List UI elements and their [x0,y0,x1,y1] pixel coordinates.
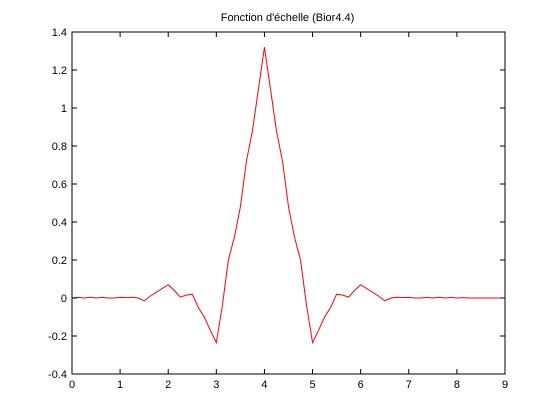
series-layer [71,47,505,345]
x-tick-label: 2 [165,379,171,391]
x-tick-label: 4 [261,379,267,391]
x-tick-label: 8 [454,379,460,391]
x-tick-label: 6 [358,379,364,391]
x-tick-label: 3 [213,379,219,391]
x-tick-label: 5 [309,379,315,391]
y-tick-label: 1.4 [52,27,67,39]
y-tick-label: 1.2 [52,65,67,77]
x-tick-label: 0 [69,379,75,391]
axes-box [71,31,506,375]
y-tick-label: 0.8 [52,141,67,153]
y-tick-label: -0.4 [48,369,67,381]
y-tick-label: 0.2 [52,255,67,267]
y-tick-label: 0.6 [52,179,67,191]
y-tick-label: 1 [61,103,67,115]
y-tick-label: -0.2 [48,331,67,343]
y-tick-label: 0.4 [52,217,67,229]
x-tick-label: 1 [117,379,123,391]
x-tick-label: 7 [406,379,412,391]
axes: 0 1 2 3 4 5 6 7 8 9 -0.4 -0.2 0 0.2 0.4 0.6 0.8 1 1.2 1.4 [48,27,508,391]
series-line-0 [71,47,505,345]
x-tick-label: 9 [502,379,508,391]
chart-title: Fonction d'échelle (Bior4.4) [221,12,355,24]
y-tick-label: 0 [61,293,67,305]
